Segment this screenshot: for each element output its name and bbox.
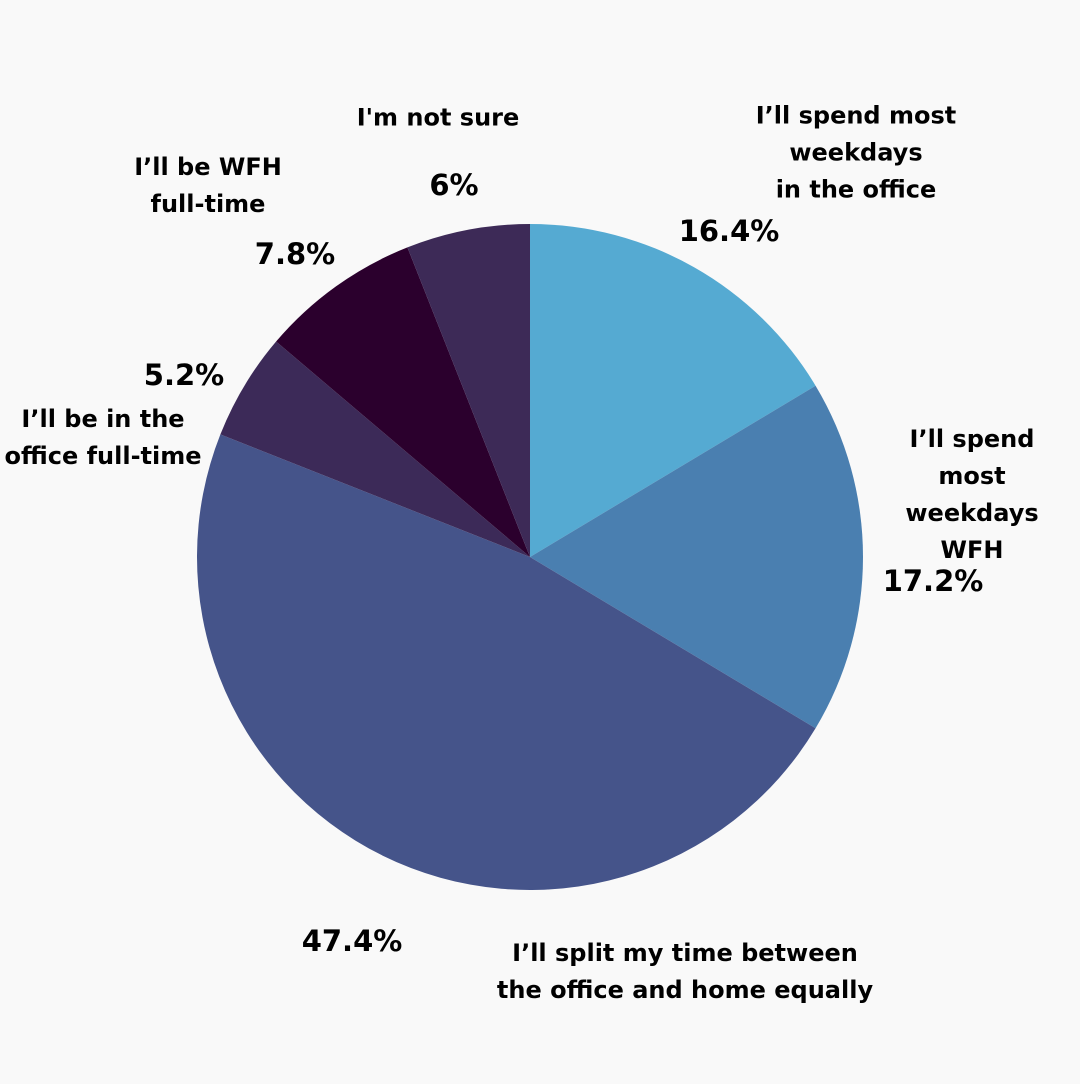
pie-slice-office-full-time [220,341,530,557]
pie-slice-wfh-most [530,385,864,729]
slice-label-not-sure: I'm not sure [356,103,520,132]
slice-value-wfh-full-time: 7.8% [254,237,336,271]
slice-label-office-full-time: I’ll be in the office full-time [4,405,202,470]
slice-value-wfh-most: 17.2% [882,564,984,598]
slice-label-office-most: I’ll spend most weekdays in the office [755,101,957,204]
slice-value-split-equally: 47.4% [301,924,403,958]
pie-slice-split-equally [196,434,816,891]
slice-value-office-most: 16.4% [678,214,780,248]
slice-value-office-full-time: 5.2% [143,358,225,392]
slice-label-split-equally: I’ll split my time between the office an… [496,939,874,1004]
pie-slice-office-most [530,224,816,557]
slice-value-not-sure: 6% [429,168,479,202]
pie-slice-wfh-full-time [276,247,530,557]
slice-label-wfh-full-time: I’ll be WFH full-time [134,153,282,218]
pie-slice-not-sure [407,224,530,557]
slice-label-wfh-most: I’ll spend most weekdays WFH [905,425,1039,564]
